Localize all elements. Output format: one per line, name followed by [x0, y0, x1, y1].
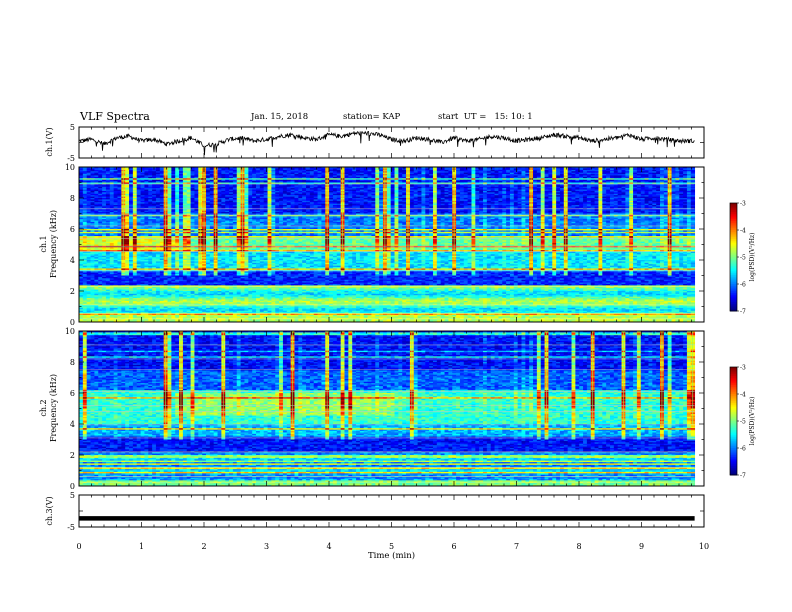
x-tick-label: 3: [264, 542, 269, 551]
ch1-waveform-trace: [79, 131, 695, 155]
ch2-spectrogram-ytick-label: 6: [70, 389, 75, 398]
x-axis-label: Time (min): [368, 550, 415, 561]
ch1-spectrogram-ytick-label: 4: [70, 256, 75, 265]
x-tick-label: 1: [139, 542, 144, 551]
ch2-colorbar-tick-label: -6: [740, 446, 746, 453]
ch2-spec-channel-label: ch.2: [39, 399, 48, 416]
ch2-spectrogram-ytick-label: 8: [70, 358, 75, 367]
x-tick-label: 6: [451, 542, 456, 551]
ch2-spectrogram-ytick-label: 0: [70, 482, 75, 491]
x-tick-label: 9: [639, 542, 644, 551]
ch1-spectrogram-ytick-label: 10: [65, 163, 75, 172]
ch1-colorbar-tick-label: -3: [740, 201, 746, 208]
ch1-colorbar-label: log(PSD)(V²/Hz): [749, 233, 756, 282]
ch2-colorbar-tick-label: -4: [740, 392, 746, 399]
ch1-axis-label: ch.1(V): [45, 127, 54, 156]
ch1-waveform-ytick-label: -5: [67, 154, 75, 163]
x-tick-label: 7: [514, 542, 519, 551]
ch2-colorbar-tick-label: -3: [740, 365, 746, 372]
ch3-waveform-ytick-label: -5: [67, 523, 75, 532]
ch2-colorbar-label: log(PSD)(V²/Hz): [749, 397, 756, 446]
x-tick-label: 0: [76, 542, 81, 551]
ch1-spec-freq-label: Frequency (kHz): [49, 210, 58, 278]
ch1-colorbar-tick-label: -4: [740, 228, 746, 235]
ch1-spectrogram-ytick-label: 0: [70, 318, 75, 327]
ch1-colorbar-tick-label: -5: [740, 255, 746, 262]
x-tick-label: 8: [576, 542, 581, 551]
x-tick-label: 4: [326, 542, 331, 551]
ch1-colorbar-tick-label: -6: [740, 282, 746, 289]
ch2-spectrogram-image: [79, 331, 695, 486]
ch2-spectrogram-ytick-label: 2: [70, 451, 75, 460]
x-tick-label: 5: [389, 542, 394, 551]
ch3-axis-label: ch.3(V): [45, 496, 54, 525]
x-tick-label: 2: [201, 542, 206, 551]
ch1-spec-channel-label: ch.1: [39, 235, 48, 252]
ch1-spectrogram-ytick-label: 8: [70, 194, 75, 203]
ch2-colorbar-tick-label: -7: [740, 473, 746, 480]
ch1-spectrogram-ytick-label: 2: [70, 287, 75, 296]
x-tick-label: 10: [699, 542, 709, 551]
ch1-spectrogram-image: [79, 167, 695, 322]
ch3-waveform-ytick-label: 5: [70, 491, 75, 500]
ch1-spectrogram-ytick-label: 6: [70, 225, 75, 234]
ch2-spec-freq-label: Frequency (kHz): [49, 374, 58, 442]
ch2-spectrogram-ytick-label: 4: [70, 420, 75, 429]
ch2-colorbar-tick-label: -5: [740, 419, 746, 426]
vlf-figure: 5-5ch.1(V)02468100246810ch.1 Frequency (k…: [0, 0, 792, 612]
ch1-colorbar-tick-label: -7: [740, 309, 746, 316]
ch2-spectrogram-ytick-label: 10: [65, 327, 75, 336]
ch1-waveform-ytick-label: 5: [70, 123, 75, 132]
